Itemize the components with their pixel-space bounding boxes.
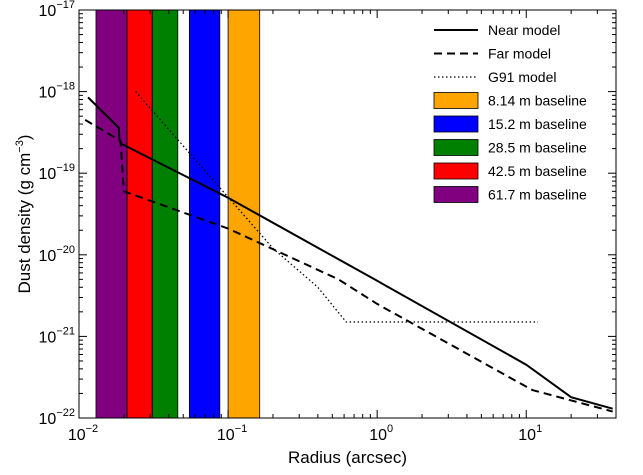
y-tick-label: 10−21 [39, 325, 75, 346]
plot-frame [78, 9, 617, 419]
y-tick-label: 10−20 [39, 244, 75, 265]
y-axis-title-close: ) [15, 135, 34, 141]
legend: Near model Far model G91 model 8.14 m basel… [433, 22, 587, 203]
baseline-bands [95, 9, 261, 419]
x-tick-label: 100 [369, 423, 393, 444]
legend-label: 42.5 m baseline [488, 163, 587, 179]
y-tick-label: 10−18 [39, 81, 75, 102]
axis-ticks [78, 9, 617, 419]
x-tick-label: 10−2 [68, 423, 98, 444]
series-line [84, 119, 613, 413]
y-tick-label: 10−19 [39, 162, 75, 183]
tick-labels: 10−2 10−1 100 101 10−22 10−21 10−20 10−19 10−18 1… [39, 0, 543, 444]
series-line [135, 91, 539, 323]
legend-label: G91 model [488, 69, 556, 85]
y-axis-title-main: Dust density (g cm [15, 153, 34, 294]
legend-label: 28.5 m baseline [488, 140, 587, 156]
legend-swatch [433, 92, 479, 109]
legend-label: 61.7 m baseline [488, 187, 587, 203]
legend-label: 15.2 m baseline [488, 116, 587, 132]
baseline-band [227, 9, 261, 419]
baseline-band [151, 9, 179, 419]
legend-label: 8.14 m baseline [488, 93, 587, 109]
legend-label: Near model [488, 22, 560, 38]
x-tick-label: 101 [518, 423, 542, 444]
x-axis-title: Radius (arcsec) [288, 448, 407, 467]
legend-label: Far model [488, 46, 551, 62]
y-tick-label: 10−17 [39, 0, 75, 20]
legend-swatch [433, 162, 479, 180]
baseline-band [95, 9, 128, 419]
model-curves [84, 91, 613, 413]
baseline-band [188, 9, 221, 419]
legend-swatch [433, 186, 479, 203]
y-axis-title: Dust density (g cm−3) [14, 135, 34, 294]
legend-swatch [433, 139, 479, 156]
y-axis-title-exp: −3 [14, 140, 26, 153]
baseline-band [126, 9, 153, 419]
y-tick-label: 10−22 [39, 407, 75, 428]
legend-swatch [433, 115, 479, 133]
x-tick-label: 10−1 [217, 423, 247, 444]
